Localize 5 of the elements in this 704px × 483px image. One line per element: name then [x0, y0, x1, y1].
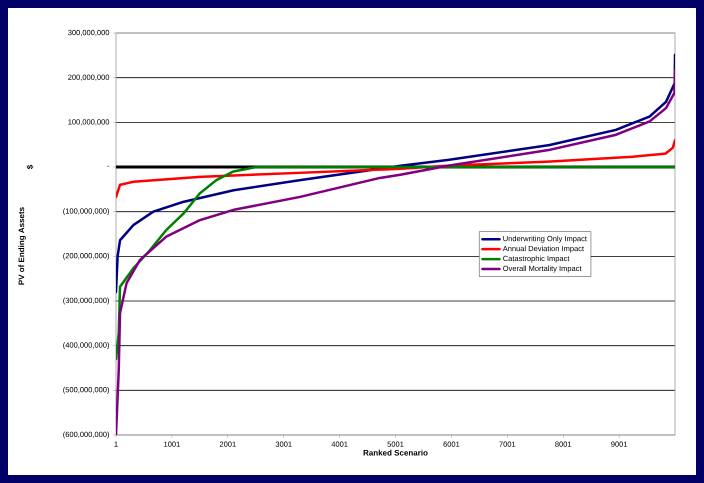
line-series [116, 54, 675, 294]
x-axis-title: Ranked Scenario [364, 450, 428, 456]
y-axis-title: PV of Ending Assets [18, 207, 26, 285]
text: $ [26, 164, 34, 170]
line-series [116, 68, 675, 435]
